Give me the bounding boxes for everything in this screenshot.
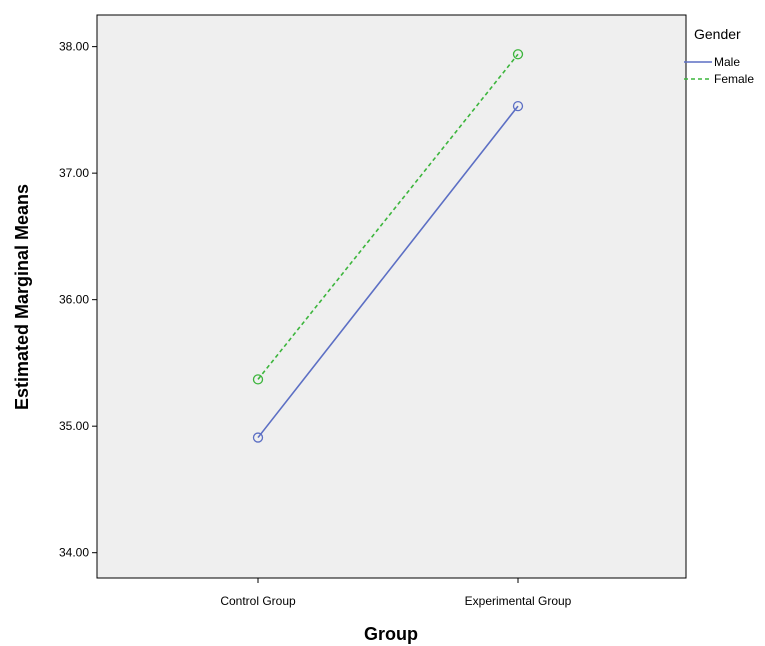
- data-point-male: [252, 432, 264, 443]
- y-tick-label: 34.00: [59, 546, 89, 560]
- x-tick-label: Experimental Group: [465, 594, 572, 608]
- plot-area: [96, 14, 687, 579]
- y-tick-label: 35.00: [59, 419, 89, 433]
- series-line-male: [257, 105, 519, 439]
- y-tick-label: 38.00: [59, 40, 89, 54]
- legend-label-female: Female: [714, 72, 754, 86]
- data-point-female: [512, 49, 524, 60]
- x-axis: Control Group Experimental Group: [220, 578, 572, 608]
- data-point-female: [252, 374, 264, 385]
- x-axis-title: Group: [364, 624, 418, 644]
- legend-title: Gender: [694, 26, 741, 42]
- data-point-male: [512, 100, 524, 112]
- y-tick-label: 37.00: [59, 166, 89, 180]
- y-axis-title: Estimated Marginal Means: [12, 184, 32, 410]
- legend: Gender Male Female: [684, 26, 754, 86]
- series-line-female: [257, 53, 519, 380]
- x-tick-label: Control Group: [220, 594, 296, 608]
- y-axis: 34.00 35.00 36.00 37.00 38.00: [59, 40, 97, 560]
- y-tick-label: 36.00: [59, 293, 89, 307]
- legend-label-male: Male: [714, 55, 740, 69]
- series-layer: [252, 49, 524, 443]
